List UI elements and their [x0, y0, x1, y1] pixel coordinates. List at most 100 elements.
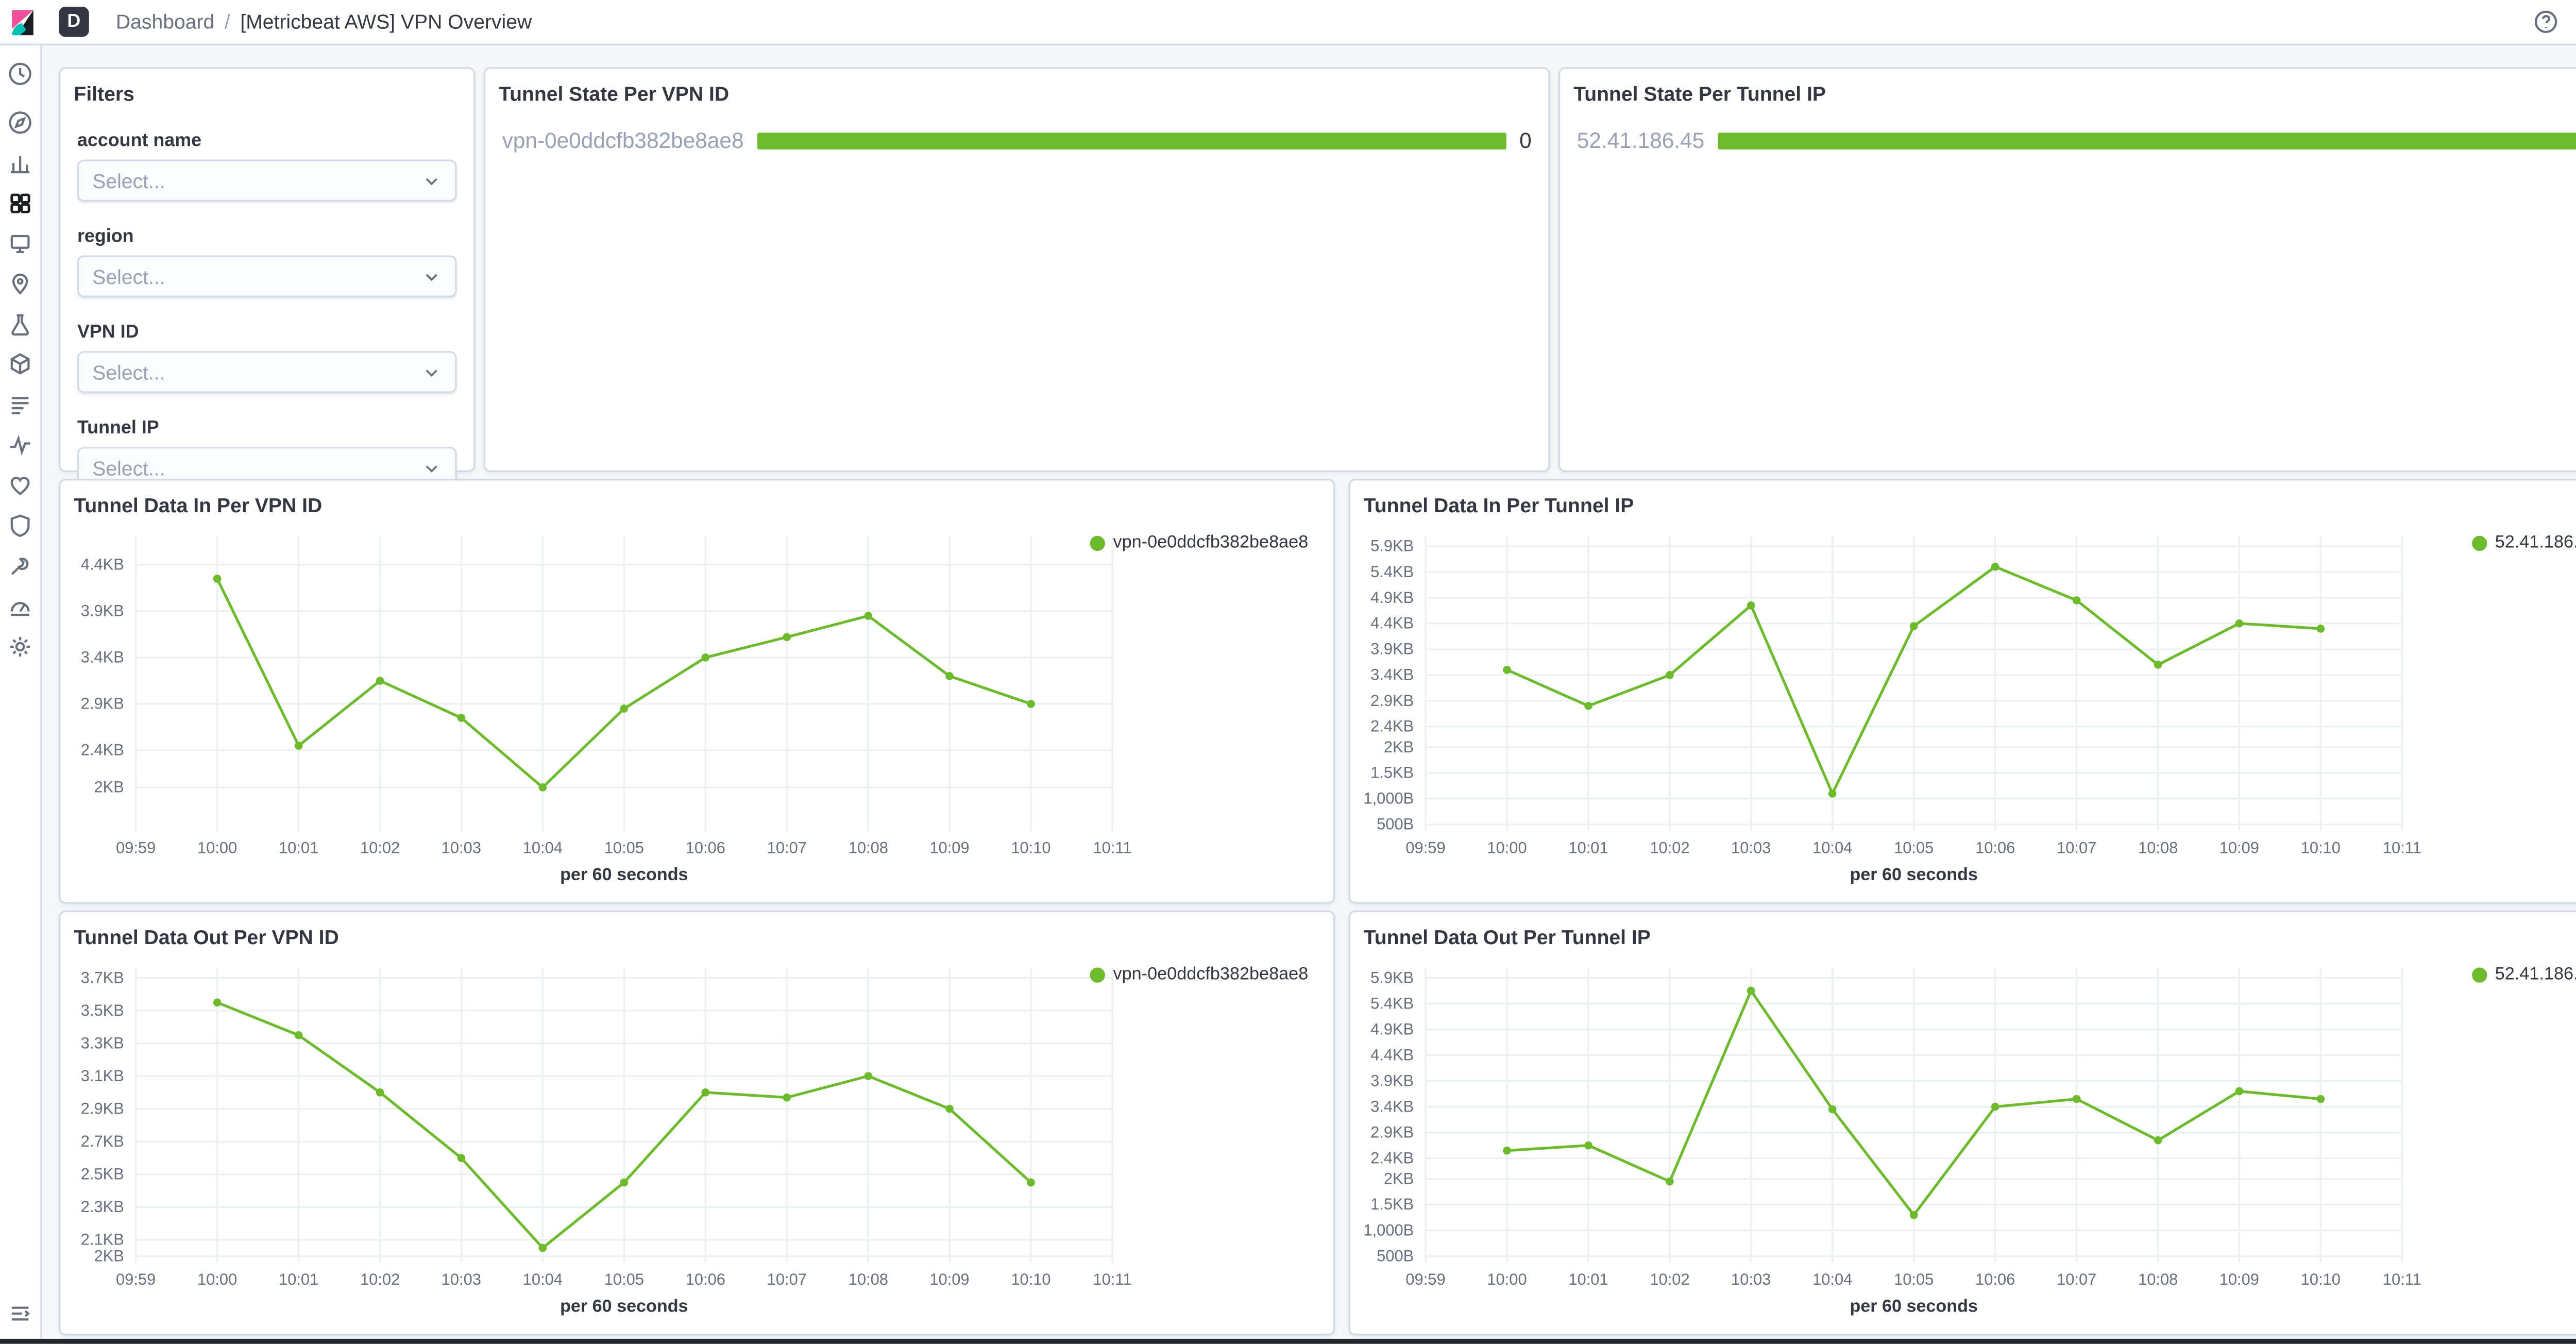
management-icon[interactable]: [7, 633, 33, 660]
side-nav: [0, 45, 42, 1339]
panel-title: Tunnel Data Out Per VPN ID: [74, 926, 339, 949]
machine-learning-icon[interactable]: [7, 311, 33, 338]
metric-row: vpn-0e0ddcfb382be8ae8 0: [485, 128, 1548, 153]
svg-text:10:09: 10:09: [2219, 1270, 2259, 1288]
breadcrumb-dashboard[interactable]: Dashboard: [115, 10, 215, 34]
maps-icon[interactable]: [7, 271, 33, 297]
svg-text:2.4KB: 2.4KB: [81, 741, 124, 759]
select-placeholder: Select...: [92, 360, 165, 384]
svg-text:5.4KB: 5.4KB: [1370, 994, 1414, 1012]
dashboard-icon[interactable]: [7, 190, 33, 216]
svg-text:10:07: 10:07: [2057, 838, 2096, 856]
svg-text:10:00: 10:00: [197, 838, 237, 856]
svg-text:2.9KB: 2.9KB: [81, 695, 124, 713]
svg-text:10:00: 10:00: [1487, 838, 1527, 856]
svg-text:2.9KB: 2.9KB: [1370, 1123, 1414, 1141]
legend-label: 52.41.186.45: [2495, 532, 2576, 553]
svg-text:09:59: 09:59: [116, 838, 156, 856]
svg-text:500B: 500B: [1377, 1247, 1414, 1265]
discover-icon[interactable]: [7, 109, 33, 136]
svg-text:10:02: 10:02: [360, 838, 400, 856]
svg-text:2.4KB: 2.4KB: [1370, 717, 1414, 735]
chart-legend[interactable]: vpn-0e0ddcfb382be8ae8: [1089, 964, 1309, 985]
chart-legend[interactable]: vpn-0e0ddcfb382be8ae8: [1089, 532, 1309, 553]
svg-text:5.4KB: 5.4KB: [1370, 563, 1414, 581]
panel-tunnel-data-out-per-vpn-id: 09:59 10:00 10:01 10:02 10:03 10:04 10:05 10:06…: [59, 910, 1335, 1336]
panel-title: Tunnel State Per Tunnel IP: [1573, 82, 1826, 106]
svg-text:3.1KB: 3.1KB: [81, 1067, 124, 1085]
svg-text:4.4KB: 4.4KB: [1370, 614, 1414, 632]
canvas-icon[interactable]: [7, 230, 33, 257]
svg-text:10:04: 10:04: [523, 1270, 563, 1288]
svg-text:10:03: 10:03: [442, 838, 481, 856]
svg-text:2.5KB: 2.5KB: [81, 1165, 124, 1183]
infrastructure-icon[interactable]: [7, 351, 33, 378]
svg-text:10:03: 10:03: [1731, 1270, 1771, 1288]
panel-title: Tunnel State Per VPN ID: [499, 82, 730, 106]
svg-text:10:10: 10:10: [1011, 1270, 1050, 1288]
svg-text:5.9KB: 5.9KB: [1370, 968, 1414, 986]
legend-label: vpn-0e0ddcfb382be8ae8: [1113, 532, 1309, 553]
svg-text:2KB: 2KB: [94, 1247, 124, 1265]
svg-text:10:11: 10:11: [1093, 1270, 1132, 1288]
line-chart: 09:59 10:00 10:01 10:02 10:03 10:04 10:05 10:06…: [60, 480, 1333, 902]
logs-icon[interactable]: [7, 391, 33, 418]
svg-text:2.1KB: 2.1KB: [81, 1231, 124, 1249]
svg-text:10:01: 10:01: [279, 838, 318, 856]
panel-tunnel-data-out-per-tunnel-ip: 09:59 10:00 10:01 10:02 10:03 10:04 10:05 10:06…: [1348, 910, 2576, 1336]
top-header: D Dashboard / [Metricbeat AWS] VPN Overv…: [0, 0, 2576, 46]
svg-text:10:04: 10:04: [523, 838, 563, 856]
svg-text:4.4KB: 4.4KB: [81, 556, 124, 574]
panel-title: Tunnel Data In Per VPN ID: [74, 494, 323, 517]
svg-text:10:07: 10:07: [2057, 1270, 2096, 1288]
svg-text:10:06: 10:06: [686, 838, 725, 856]
svg-text:10:07: 10:07: [767, 1270, 807, 1288]
uptime-icon[interactable]: [7, 472, 33, 499]
vpn-id-select[interactable]: Select...: [77, 351, 457, 393]
svg-text:3.9KB: 3.9KB: [1370, 640, 1414, 658]
svg-text:4.9KB: 4.9KB: [1370, 1020, 1414, 1038]
dev-tools-icon[interactable]: [7, 552, 33, 579]
legend-dot-icon: [2471, 535, 2487, 550]
recently-viewed-icon[interactable]: [7, 60, 33, 87]
visualize-icon[interactable]: [7, 149, 33, 176]
legend-label: vpn-0e0ddcfb382be8ae8: [1113, 964, 1309, 985]
svg-text:2.9KB: 2.9KB: [1370, 692, 1414, 710]
line-chart: 09:59 10:00 10:01 10:02 10:03 10:04 10:05 10:06…: [1350, 480, 2576, 902]
panel-title: Filters: [74, 82, 134, 106]
account-name-select[interactable]: Select...: [77, 159, 457, 202]
kibana-logo[interactable]: [8, 8, 37, 36]
svg-text:10:01: 10:01: [1568, 838, 1608, 856]
svg-text:3.4KB: 3.4KB: [81, 648, 124, 666]
panel-title: Tunnel Data In Per Tunnel IP: [1363, 494, 1634, 517]
metric-label: 52.41.186.45: [1577, 127, 1705, 153]
svg-text:10:09: 10:09: [929, 838, 969, 856]
select-placeholder: Select...: [92, 169, 165, 193]
space-badge[interactable]: D: [59, 7, 89, 37]
svg-text:2.9KB: 2.9KB: [81, 1099, 124, 1117]
metric-row: 52.41.186.45 0: [1560, 128, 2576, 153]
nav-collapse-icon[interactable]: [7, 1300, 33, 1327]
chevron-down-icon: [421, 266, 442, 287]
svg-text:10:08: 10:08: [849, 838, 888, 856]
svg-text:09:59: 09:59: [116, 1270, 156, 1288]
help-icon[interactable]: [2532, 8, 2559, 35]
svg-text:10:02: 10:02: [1650, 838, 1689, 856]
svg-text:10:07: 10:07: [767, 838, 807, 856]
filter-label-region: region: [77, 227, 134, 247]
svg-text:09:59: 09:59: [1405, 1270, 1445, 1288]
svg-text:10:06: 10:06: [686, 1270, 725, 1288]
svg-text:per 60 seconds: per 60 seconds: [560, 1296, 688, 1316]
region-select[interactable]: Select...: [77, 255, 457, 297]
chart-legend[interactable]: 52.41.186.45: [2471, 532, 2576, 552]
apm-icon[interactable]: [7, 432, 33, 459]
monitoring-icon[interactable]: [7, 593, 33, 620]
chevron-down-icon: [421, 458, 442, 478]
svg-text:per 60 seconds: per 60 seconds: [560, 865, 688, 884]
svg-text:3.9KB: 3.9KB: [1370, 1071, 1414, 1089]
chart-legend[interactable]: 52.41.186.45: [2471, 964, 2576, 984]
siem-icon[interactable]: [7, 512, 33, 539]
filter-label-vpn-id: VPN ID: [77, 322, 139, 343]
dashboard-grid: Filters account name Select... region Se…: [42, 45, 2576, 1339]
